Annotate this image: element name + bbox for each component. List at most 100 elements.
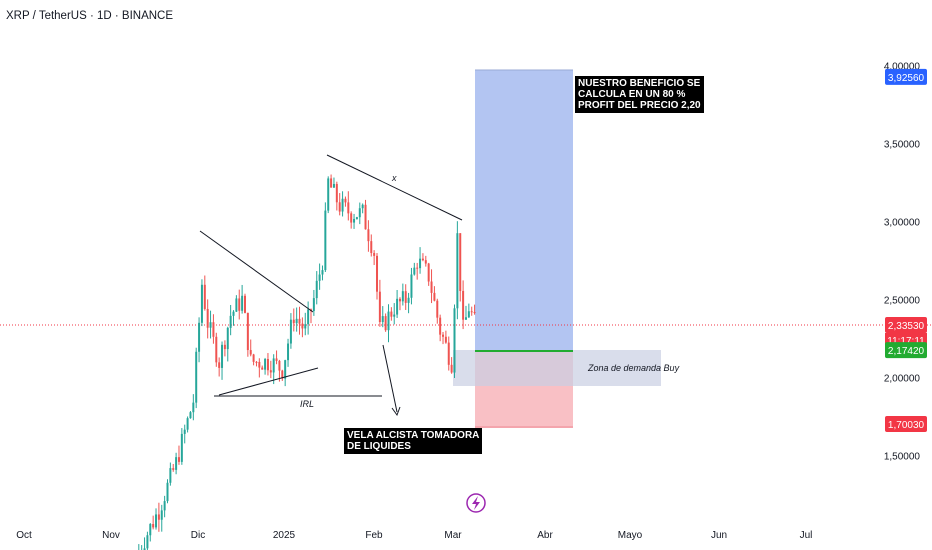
lightning-icon[interactable] [466, 493, 486, 513]
candle-body [169, 468, 172, 483]
candle-body [330, 178, 333, 188]
candle-body [421, 258, 424, 261]
demand-zone-label: Zona de demanda Buy [587, 363, 680, 373]
candle-body [433, 292, 436, 301]
candle-body [355, 217, 358, 219]
trendline-lower-left[interactable] [218, 367, 319, 396]
candle-body [338, 202, 341, 212]
countdown-value: 11:17:11 [887, 336, 925, 347]
candle-body [264, 358, 267, 370]
candle-body [376, 255, 379, 292]
candle-body [467, 311, 470, 318]
candle-body [266, 358, 269, 371]
profit-note-line: PROFIT DEL PRECIO 2,20 [578, 100, 701, 111]
candle-body [390, 311, 393, 317]
price-tag: 2,17420 [885, 342, 927, 359]
candle-body [315, 280, 318, 299]
candle-body [324, 210, 327, 271]
y-axis: 1,50000 2,00000 2,50000 3,00000 3,50000 4,000… [884, 61, 921, 462]
candle-body [318, 274, 321, 281]
candle-body [252, 354, 255, 362]
price-tags: 3,92560 2,33530 11:17:112,17420 1,70030 [885, 68, 927, 433]
candle-body [430, 281, 433, 293]
candle-body [206, 308, 209, 328]
price-tag-box [885, 317, 927, 333]
trendline-upper-right[interactable] [326, 154, 463, 221]
candle-body [200, 284, 203, 323]
candle-body [321, 270, 324, 275]
candle-body [223, 344, 226, 350]
candle-body [361, 204, 364, 209]
price-tag-value: 2,17420 [888, 346, 925, 357]
candle-body [450, 364, 453, 373]
candle-body [287, 343, 290, 361]
demand-zone[interactable] [453, 350, 661, 386]
candle-body [221, 344, 224, 368]
candle-arrow-line[interactable] [382, 344, 398, 413]
candle-body [381, 316, 384, 323]
candle-body [307, 309, 310, 325]
candle-body [284, 360, 287, 379]
candle-body [229, 315, 232, 328]
x-tick-label: Mar [444, 530, 462, 541]
arrow-head-icon [391, 406, 401, 417]
irl-label: IRL [300, 399, 314, 409]
candle-body [258, 361, 261, 368]
candle-note: VELA ALCISTA TOMADORA DE LIQUIDES [344, 428, 483, 454]
candle-body [212, 322, 215, 337]
candle-body [255, 361, 258, 363]
candle-body [341, 198, 344, 212]
candle-body [413, 267, 416, 275]
candle-body [215, 336, 218, 363]
x-tick-label: Nov [102, 530, 120, 541]
candle-body [261, 367, 264, 370]
candle-body [424, 260, 427, 264]
candle-body [427, 263, 430, 282]
candle-body [335, 183, 338, 203]
y-tick-label: 3,50000 [884, 139, 921, 150]
candle-body [298, 318, 301, 324]
candle-body [163, 501, 166, 511]
candle-body [332, 183, 335, 188]
candle-body [172, 468, 175, 470]
candle-body [152, 524, 155, 528]
candle-body [166, 482, 169, 502]
candle-body [195, 351, 198, 403]
candle-body [470, 311, 473, 313]
candle-body [436, 300, 439, 318]
y-tick-label: 3,00000 [884, 217, 921, 228]
price-tag-value: 1,70030 [888, 420, 925, 431]
candle-body [157, 514, 160, 520]
y-tick-label: 2,00000 [884, 373, 921, 384]
candle-body [146, 535, 149, 549]
candle-body [396, 298, 399, 315]
candle-body [459, 233, 462, 291]
price-tag: 3,92560 [885, 68, 927, 85]
y-tick-label: 2,50000 [884, 295, 921, 306]
candle-body [278, 360, 281, 371]
trendline-upper-left[interactable] [199, 230, 314, 313]
candle-body [353, 218, 356, 223]
candle-body [249, 350, 252, 355]
candle-body [189, 412, 192, 419]
y-tick-label: 1,50000 [884, 451, 921, 462]
candle-body [358, 208, 361, 218]
x-tick-label: Jun [711, 530, 727, 541]
profit-note-line: NUESTRO BENEFICIO SE [578, 78, 701, 89]
candle-body [398, 298, 401, 302]
drawings[interactable] [199, 154, 463, 417]
candle-body [456, 233, 459, 309]
candle-body [327, 178, 330, 211]
candle-body [447, 342, 450, 365]
candle-body [419, 258, 422, 269]
candle-body [226, 327, 229, 350]
candle-body [401, 291, 404, 302]
candle-body [442, 334, 445, 337]
candle-body [183, 429, 186, 434]
x-tick-label: Dic [191, 530, 205, 541]
price-tag-value: 2,33530 [888, 321, 925, 332]
candle-body [407, 297, 410, 303]
x-tick-label: Feb [365, 530, 383, 541]
candle-body [384, 316, 387, 331]
